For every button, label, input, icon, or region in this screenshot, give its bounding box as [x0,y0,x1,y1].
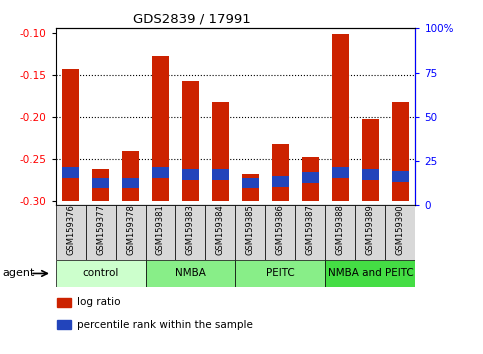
Bar [302,157,319,201]
Bar [362,169,379,180]
Text: GSM159381: GSM159381 [156,205,165,255]
Bar [152,167,169,178]
Text: GSM159378: GSM159378 [126,205,135,256]
Text: GSM159386: GSM159386 [276,205,285,256]
Text: GSM159384: GSM159384 [216,205,225,255]
Text: NMBA: NMBA [175,268,206,279]
Bar [175,205,205,260]
Text: GSM159387: GSM159387 [306,205,315,256]
Bar [236,260,326,287]
Bar [152,56,169,201]
Text: NMBA and PEITC: NMBA and PEITC [327,268,413,279]
Text: control: control [82,268,119,279]
Bar [122,150,139,201]
Bar [392,102,409,201]
Bar [355,205,385,260]
Bar [57,320,71,329]
Bar [272,176,289,187]
Bar [236,205,266,260]
Text: agent: agent [2,268,35,279]
Bar [212,102,229,201]
Bar [62,69,79,201]
Text: GSM159388: GSM159388 [336,205,345,256]
Bar [85,205,115,260]
Bar [92,177,109,188]
Bar [392,171,409,182]
Bar [326,205,355,260]
Bar [205,205,236,260]
Text: percentile rank within the sample: percentile rank within the sample [77,320,253,330]
Text: GSM159377: GSM159377 [96,205,105,256]
Bar [57,298,71,307]
Bar [332,167,349,178]
Bar [122,177,139,188]
Bar [92,169,109,201]
Text: PEITC: PEITC [266,268,295,279]
Bar [272,144,289,201]
Bar [362,119,379,201]
Bar [266,205,296,260]
Bar [62,167,79,178]
Text: GSM159390: GSM159390 [396,205,405,255]
Bar [182,169,199,180]
Bar [56,260,145,287]
Text: GSM159383: GSM159383 [186,205,195,256]
Bar [145,260,236,287]
Bar [242,177,259,188]
Bar [212,169,229,180]
Bar [302,172,319,183]
Text: GSM159376: GSM159376 [66,205,75,256]
Bar [145,205,175,260]
Bar [385,205,415,260]
Text: GSM159385: GSM159385 [246,205,255,255]
Bar [56,205,85,260]
Bar [242,174,259,201]
Text: log ratio: log ratio [77,297,121,307]
Text: GSM159389: GSM159389 [366,205,375,255]
Text: GDS2839 / 17991: GDS2839 / 17991 [133,12,251,25]
Bar [296,205,326,260]
Bar [326,260,415,287]
Bar [332,34,349,201]
Bar [115,205,145,260]
Bar [182,81,199,201]
